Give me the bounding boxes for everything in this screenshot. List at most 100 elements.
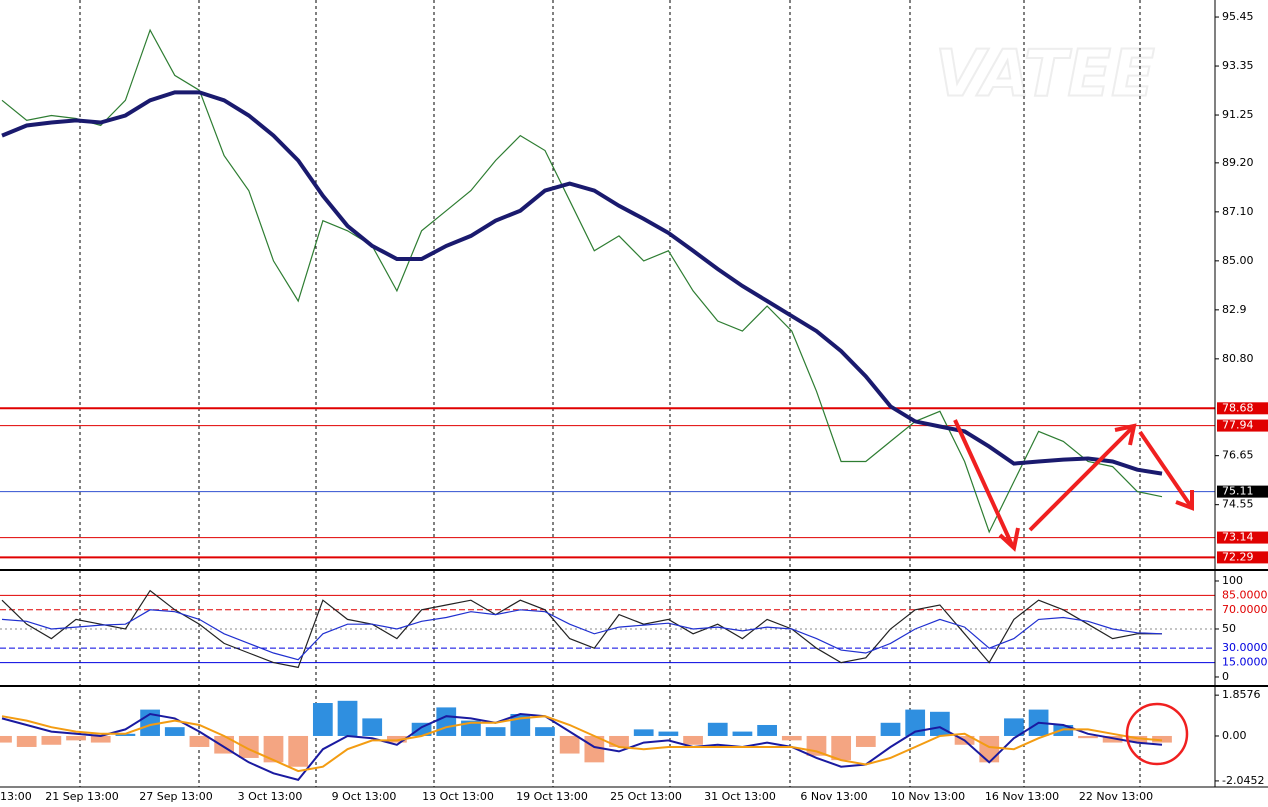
histogram-bar	[781, 735, 802, 741]
series-line	[1, 589, 1162, 669]
histogram-bar	[559, 735, 580, 754]
x-tick-label: 22 Nov 13:00	[1079, 790, 1153, 803]
histogram-bar	[707, 722, 728, 736]
series-line	[1, 90, 1163, 476]
histogram-bar	[905, 709, 926, 736]
series-line	[1, 28, 1163, 534]
histogram-bar	[485, 727, 506, 736]
x-tick-label: 10 Nov 13:00	[891, 790, 965, 803]
y-tick-label: -2.0452	[1222, 774, 1264, 787]
level-label: 85.0000	[1222, 588, 1268, 601]
histogram-bar	[337, 700, 358, 736]
x-tick-label: 13:00	[0, 790, 32, 803]
histogram-bar	[1102, 735, 1123, 743]
plot-bg	[0, 0, 1215, 807]
histogram-bar	[189, 735, 210, 747]
level-label: 15.0000	[1222, 656, 1268, 669]
arrow-head	[1175, 490, 1194, 511]
x-tick-label: 3 Oct 13:00	[238, 790, 303, 803]
level-label: 77.94	[1222, 419, 1254, 432]
level-label-bg	[1217, 642, 1268, 655]
x-tick-label: 16 Nov 13:00	[985, 790, 1059, 803]
x-tick-label: 13 Oct 13:00	[422, 790, 494, 803]
x-tick-label: 27 Sep 13:00	[139, 790, 212, 803]
histogram-bar	[1127, 735, 1148, 743]
arrow	[1028, 426, 1134, 532]
level-label-bg	[1217, 589, 1268, 602]
histogram-bar	[164, 727, 185, 736]
histogram-bar	[387, 735, 407, 743]
y-tick-label: 74.55	[1222, 498, 1254, 511]
histogram-bar	[757, 724, 777, 736]
level-label-bg	[1217, 485, 1268, 498]
series-line	[1, 609, 1163, 661]
histogram-bar	[436, 707, 457, 736]
histogram-bar	[66, 735, 86, 741]
series-line	[1, 712, 1163, 782]
arrow	[953, 419, 1014, 546]
y-tick-label: 85.00	[1222, 254, 1254, 267]
histogram-bar	[288, 735, 309, 767]
x-tick-label: 31 Oct 13:00	[704, 790, 776, 803]
histogram-bar	[633, 729, 654, 736]
y-tick-label: 82.9	[1222, 303, 1247, 316]
arrow	[1138, 430, 1192, 507]
x-tick-label: 19 Oct 13:00	[516, 790, 588, 803]
histogram-bar	[535, 727, 555, 736]
watermark: VATEE	[935, 38, 1155, 112]
highlight-circle	[1125, 702, 1189, 766]
level-label: 70.0000	[1222, 603, 1268, 616]
y-tick-label: 0	[1222, 670, 1229, 683]
histogram-bar	[263, 735, 284, 763]
y-tick-label: 100	[1222, 574, 1243, 587]
histogram-bar	[16, 735, 37, 747]
y-tick-label: 76.65	[1222, 449, 1254, 462]
annotations	[953, 419, 1194, 766]
histogram-bar	[609, 735, 629, 747]
y-tick-label: 89.20	[1222, 156, 1254, 169]
level-label-bg	[1217, 656, 1268, 669]
level-label: 78.68	[1222, 401, 1254, 414]
histogram-bar	[1078, 735, 1098, 739]
arrow-head	[1114, 423, 1137, 446]
histogram-bar	[831, 735, 852, 761]
histogram-bar	[732, 731, 753, 736]
level-label-bg	[1217, 551, 1268, 564]
histogram-bar	[90, 735, 111, 743]
y-tick-label: 87.10	[1222, 205, 1254, 218]
y-tick-label: 1.8576	[1222, 688, 1261, 701]
histogram-bar	[312, 703, 333, 736]
arrow-head	[998, 527, 1020, 552]
x-tick-label: 25 Oct 13:00	[610, 790, 682, 803]
level-label: 73.14	[1222, 531, 1254, 544]
level-label-bg	[1217, 531, 1268, 544]
histogram-bar	[1053, 724, 1074, 736]
y-tick-label: 93.35	[1222, 59, 1254, 72]
level-label-bg	[1217, 419, 1268, 432]
histogram-bar	[930, 711, 950, 736]
histogram-bar	[979, 735, 1000, 763]
x-tick-label: 9 Oct 13:00	[332, 790, 397, 803]
x-tick-label: 21 Sep 13:00	[45, 790, 118, 803]
y-tick-label: 80.80	[1222, 352, 1254, 365]
y-tick-label: 91.25	[1222, 108, 1254, 121]
histogram-bar	[238, 735, 259, 758]
histogram-bar	[683, 735, 703, 745]
level-label: 30.0000	[1222, 641, 1268, 654]
level-label-bg	[1217, 402, 1268, 415]
series-line	[1, 715, 1163, 773]
histogram-bar	[880, 722, 901, 736]
histogram-bar	[115, 733, 136, 736]
level-label-bg	[1217, 603, 1268, 616]
histogram-bar	[1152, 735, 1172, 743]
histogram-bar	[658, 731, 679, 736]
x-tick-label: 6 Nov 13:00	[800, 790, 867, 803]
histogram-bar	[0, 735, 12, 743]
y-tick-label: 50	[1222, 622, 1236, 635]
level-label: 75.11	[1222, 485, 1254, 498]
y-tick-label: 0.00	[1222, 729, 1247, 742]
y-tick-label: 95.45	[1222, 10, 1254, 23]
histogram-bar	[41, 735, 62, 745]
